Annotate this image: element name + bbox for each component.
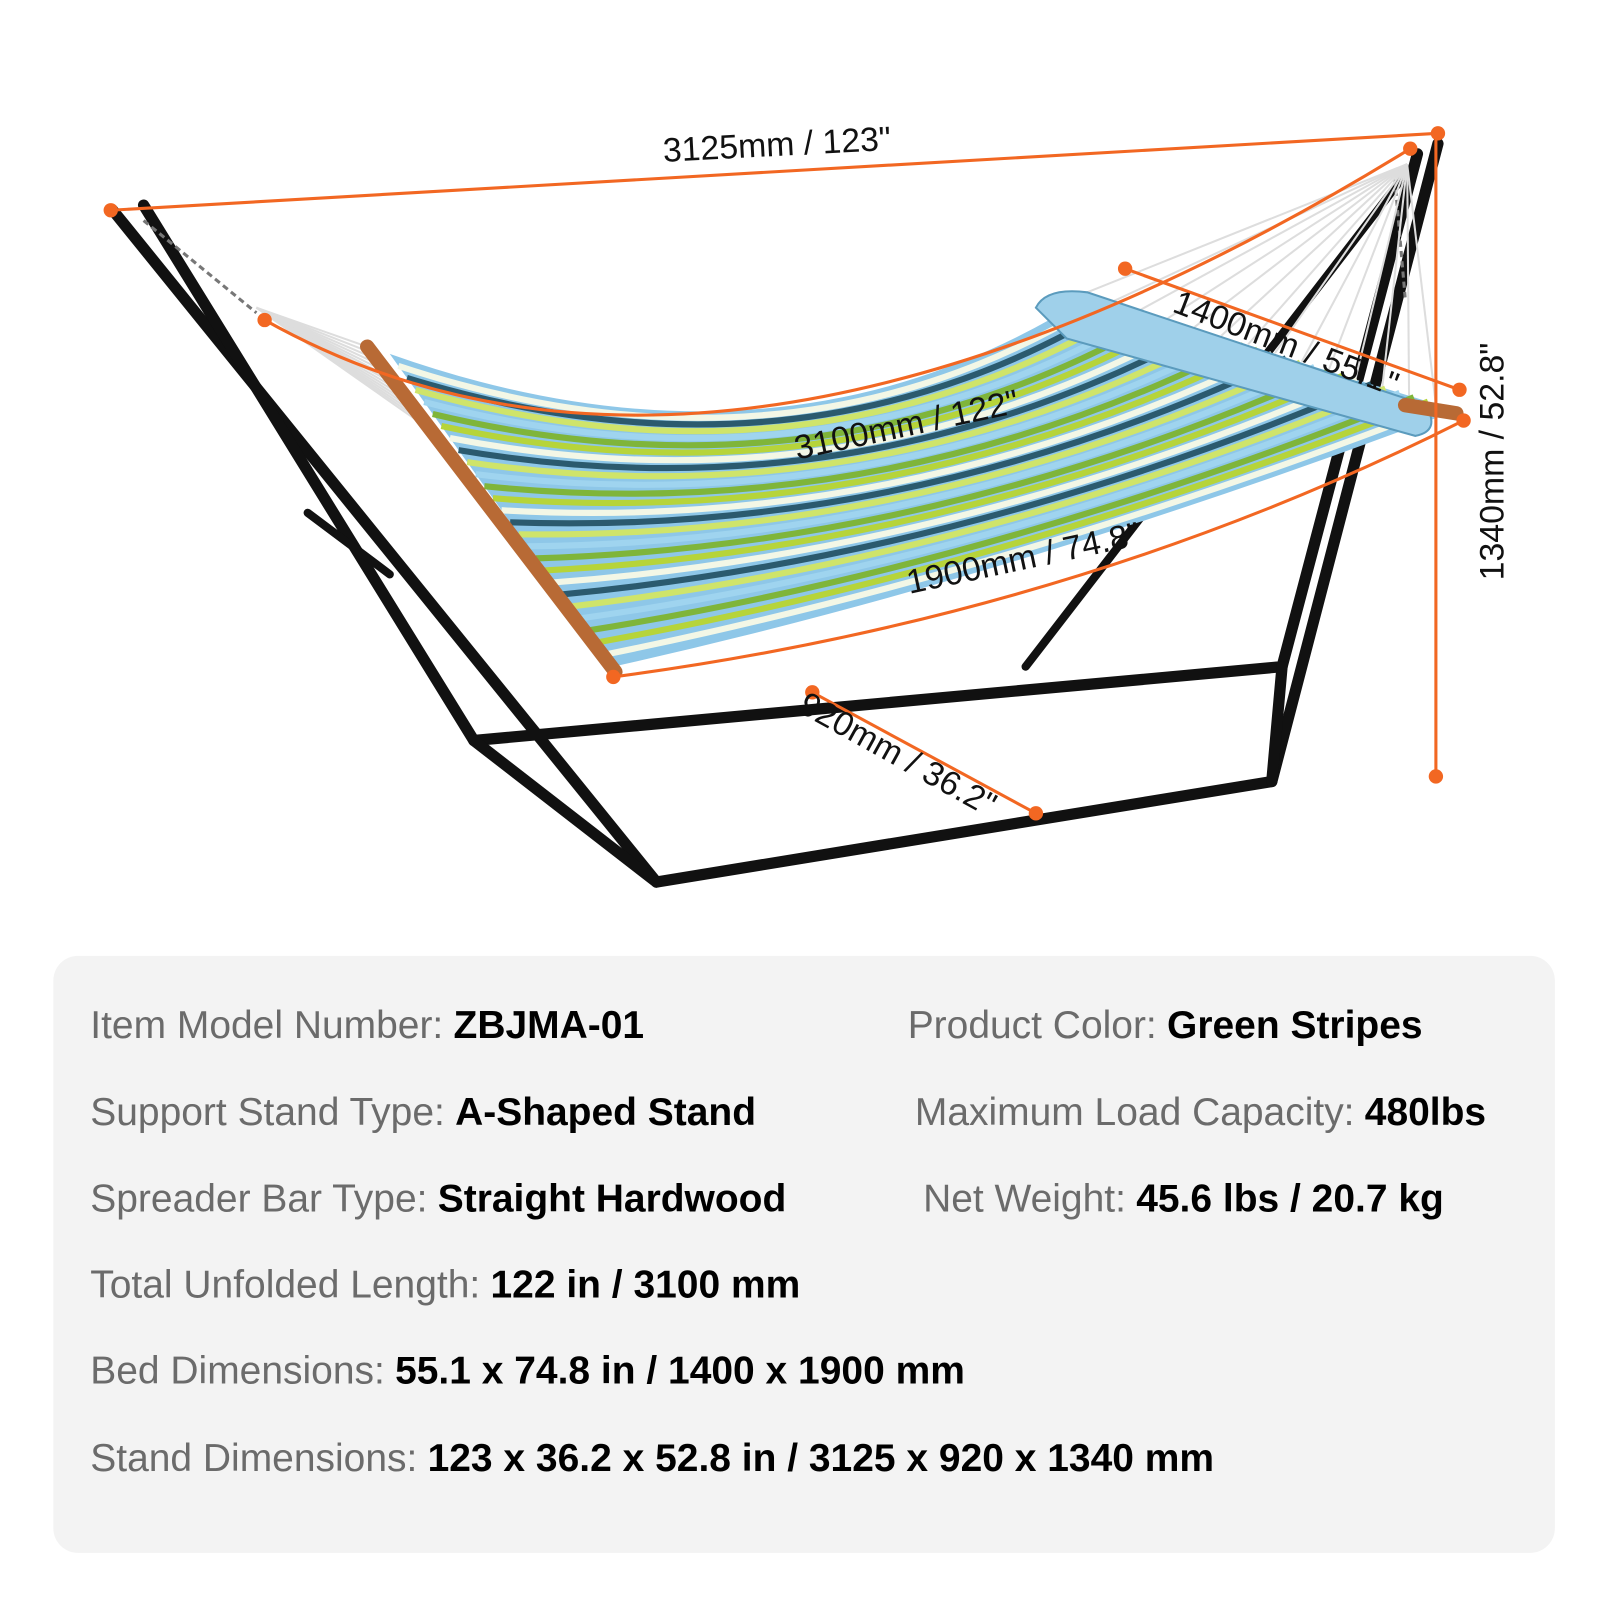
stripe bbox=[604, 403, 1444, 658]
spec-value: A-Shaped Stand bbox=[455, 1091, 756, 1134]
stripe bbox=[449, 325, 1189, 464]
spec-value: Green Stripes bbox=[1167, 1004, 1423, 1047]
stripe bbox=[458, 329, 1203, 472]
spec-label: Spreader Bar Type: bbox=[90, 1177, 427, 1220]
string bbox=[1300, 163, 1409, 363]
spec-value: 122 in / 3100 mm bbox=[490, 1263, 800, 1306]
spec-label: Stand Dimensions: bbox=[90, 1437, 417, 1480]
string bbox=[255, 306, 430, 430]
spec-value: 123 x 36.2 x 52.8 in / 3125 x 920 x 1340… bbox=[428, 1437, 1214, 1480]
string bbox=[1086, 163, 1408, 294]
spec-label: Maximum Load Capacity: bbox=[915, 1091, 1355, 1134]
string bbox=[1274, 163, 1409, 354]
spec-value: 55.1 x 74.8 in / 1400 x 1900 mm bbox=[395, 1350, 965, 1393]
stripe bbox=[484, 342, 1245, 497]
spec-value: ZBJMA-01 bbox=[454, 1004, 645, 1047]
string bbox=[1381, 163, 1409, 388]
stripe bbox=[527, 364, 1316, 550]
stripe bbox=[492, 346, 1259, 507]
hammock-bed bbox=[359, 290, 1464, 679]
string bbox=[1354, 163, 1409, 380]
stripe bbox=[535, 368, 1330, 562]
stripe bbox=[440, 320, 1174, 456]
stripe bbox=[432, 316, 1160, 449]
spec-value: 480lbs bbox=[1365, 1091, 1486, 1134]
string bbox=[1193, 163, 1408, 328]
dimension-label: 3125mm / 123" bbox=[662, 120, 892, 170]
stripe bbox=[587, 394, 1415, 634]
stripe bbox=[423, 312, 1146, 442]
spec-value: Straight Hardwood bbox=[438, 1177, 787, 1220]
stripe bbox=[501, 351, 1274, 516]
stripe bbox=[510, 355, 1288, 527]
spec-label: Support Stand Type: bbox=[90, 1091, 445, 1134]
spec-label: Product Color: bbox=[908, 1004, 1157, 1047]
stripe bbox=[414, 307, 1132, 435]
stripe bbox=[475, 338, 1231, 488]
stripe bbox=[595, 398, 1430, 646]
spec-list: Item Model Number: ZBJMA-01 Product Color:… bbox=[90, 1004, 1486, 1480]
dimension-label: 1340mm / 52.8" bbox=[1474, 343, 1512, 581]
string bbox=[1140, 163, 1408, 311]
stripe bbox=[552, 377, 1359, 586]
spec-label: Item Model Number: bbox=[90, 1004, 443, 1047]
string bbox=[1247, 163, 1408, 346]
stripe bbox=[518, 359, 1302, 538]
dimension-lines bbox=[103, 126, 1471, 821]
stripe bbox=[544, 372, 1345, 574]
string bbox=[1220, 163, 1408, 337]
spec-label: Total Unfolded Length: bbox=[90, 1263, 480, 1306]
spec-panel bbox=[53, 955, 1555, 1553]
spec-label: Bed Dimensions: bbox=[90, 1350, 385, 1393]
stripe bbox=[397, 299, 1104, 421]
string bbox=[1406, 163, 1437, 406]
string bbox=[1167, 163, 1408, 320]
spec-value: 45.6 lbs / 20.7 kg bbox=[1136, 1177, 1444, 1220]
stripe bbox=[578, 390, 1401, 622]
stripe bbox=[561, 381, 1373, 598]
spec-label: Net Weight: bbox=[923, 1177, 1126, 1220]
stripe bbox=[569, 385, 1387, 610]
stripe bbox=[466, 333, 1217, 480]
string bbox=[1406, 164, 1411, 397]
string bbox=[1327, 163, 1409, 371]
